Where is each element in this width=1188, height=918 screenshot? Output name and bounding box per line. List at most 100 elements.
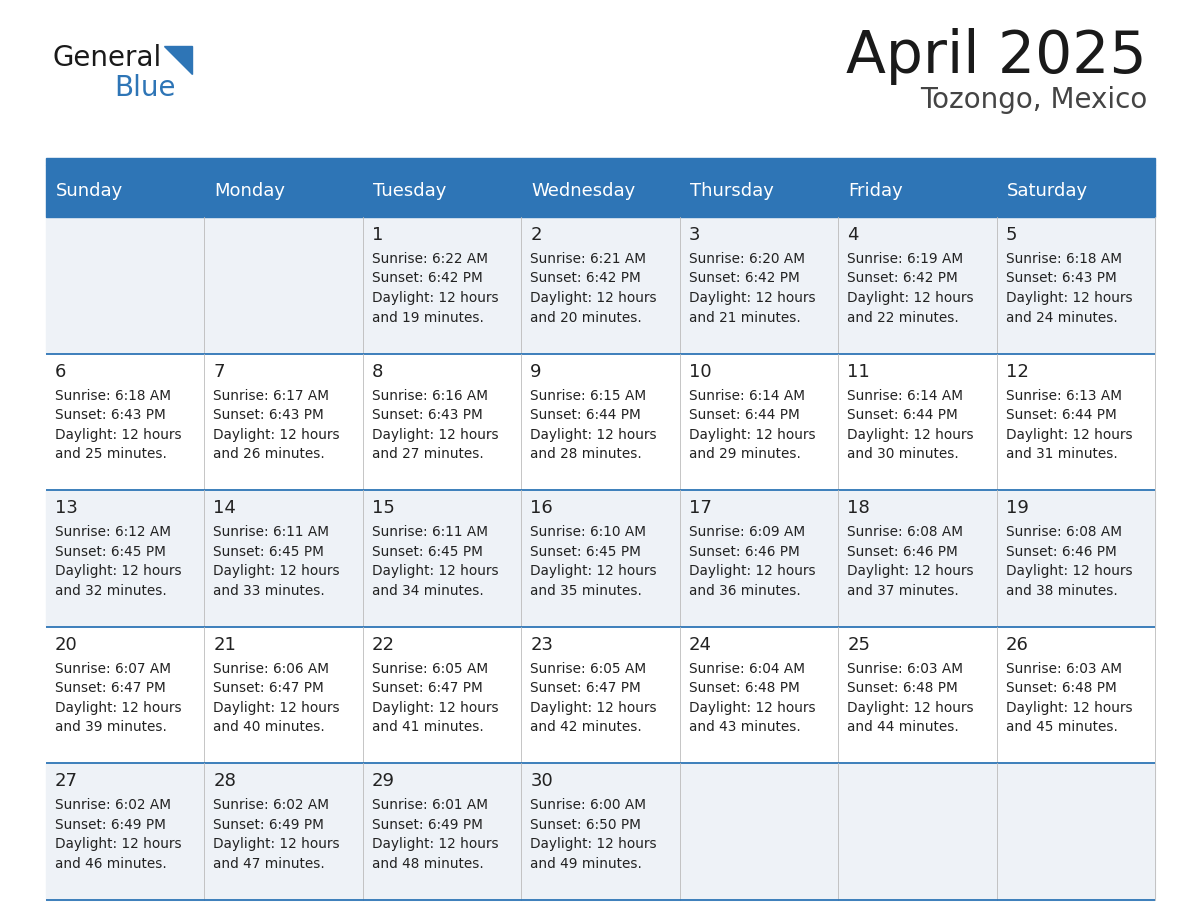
Text: Sunrise: 6:22 AM: Sunrise: 6:22 AM — [372, 252, 488, 266]
Bar — [46, 490, 1155, 627]
Text: Sunrise: 6:02 AM: Sunrise: 6:02 AM — [214, 799, 329, 812]
Text: Sunrise: 6:12 AM: Sunrise: 6:12 AM — [55, 525, 171, 539]
Text: 5: 5 — [1005, 226, 1017, 244]
Text: 28: 28 — [214, 772, 236, 790]
Text: General: General — [52, 44, 162, 72]
Text: and 43 minutes.: and 43 minutes. — [689, 721, 801, 734]
Text: Sunset: 6:42 PM: Sunset: 6:42 PM — [847, 272, 958, 285]
Text: Daylight: 12 hours: Daylight: 12 hours — [372, 700, 499, 715]
Text: Sunrise: 6:08 AM: Sunrise: 6:08 AM — [1005, 525, 1121, 539]
Bar — [46, 627, 1155, 764]
Text: Daylight: 12 hours: Daylight: 12 hours — [55, 837, 182, 851]
Text: and 41 minutes.: and 41 minutes. — [372, 721, 484, 734]
Text: 1: 1 — [372, 226, 384, 244]
Text: Sunset: 6:48 PM: Sunset: 6:48 PM — [1005, 681, 1117, 695]
Text: Sunrise: 6:20 AM: Sunrise: 6:20 AM — [689, 252, 804, 266]
Bar — [46, 158, 1155, 165]
Text: and 44 minutes.: and 44 minutes. — [847, 721, 959, 734]
Text: 11: 11 — [847, 363, 870, 381]
Text: Sunset: 6:43 PM: Sunset: 6:43 PM — [1005, 272, 1117, 285]
Text: 24: 24 — [689, 636, 712, 654]
Bar — [46, 165, 1155, 217]
Text: Sunset: 6:46 PM: Sunset: 6:46 PM — [1005, 544, 1117, 559]
Text: Daylight: 12 hours: Daylight: 12 hours — [689, 700, 815, 715]
Text: and 42 minutes.: and 42 minutes. — [530, 721, 642, 734]
Text: 13: 13 — [55, 499, 78, 517]
Text: Daylight: 12 hours: Daylight: 12 hours — [372, 565, 499, 578]
Text: Daylight: 12 hours: Daylight: 12 hours — [689, 428, 815, 442]
Text: 19: 19 — [1005, 499, 1029, 517]
Text: and 19 minutes.: and 19 minutes. — [372, 310, 484, 324]
Text: 6: 6 — [55, 363, 67, 381]
Text: and 24 minutes.: and 24 minutes. — [1005, 310, 1118, 324]
Text: Sunset: 6:42 PM: Sunset: 6:42 PM — [372, 272, 482, 285]
Text: Daylight: 12 hours: Daylight: 12 hours — [214, 700, 340, 715]
Text: Friday: Friday — [848, 182, 903, 200]
Text: Sunset: 6:44 PM: Sunset: 6:44 PM — [1005, 409, 1117, 422]
Text: Sunrise: 6:02 AM: Sunrise: 6:02 AM — [55, 799, 171, 812]
Text: 15: 15 — [372, 499, 394, 517]
Text: Daylight: 12 hours: Daylight: 12 hours — [689, 291, 815, 305]
Text: 12: 12 — [1005, 363, 1029, 381]
Text: Daylight: 12 hours: Daylight: 12 hours — [530, 700, 657, 715]
Text: Tuesday: Tuesday — [373, 182, 447, 200]
Text: 14: 14 — [214, 499, 236, 517]
Text: Sunrise: 6:16 AM: Sunrise: 6:16 AM — [372, 388, 488, 403]
Text: Sunset: 6:47 PM: Sunset: 6:47 PM — [55, 681, 166, 695]
Text: Sunrise: 6:08 AM: Sunrise: 6:08 AM — [847, 525, 963, 539]
Text: 18: 18 — [847, 499, 870, 517]
Text: 2: 2 — [530, 226, 542, 244]
Text: Sunset: 6:44 PM: Sunset: 6:44 PM — [847, 409, 958, 422]
Text: 27: 27 — [55, 772, 78, 790]
Text: 21: 21 — [214, 636, 236, 654]
Text: Tozongo, Mexico: Tozongo, Mexico — [920, 86, 1146, 114]
Text: Thursday: Thursday — [690, 182, 773, 200]
Text: Daylight: 12 hours: Daylight: 12 hours — [372, 837, 499, 851]
Text: Sunrise: 6:17 AM: Sunrise: 6:17 AM — [214, 388, 329, 403]
Text: Daylight: 12 hours: Daylight: 12 hours — [214, 837, 340, 851]
Text: Sunset: 6:45 PM: Sunset: 6:45 PM — [55, 544, 166, 559]
Text: Saturday: Saturday — [1006, 182, 1088, 200]
Text: and 30 minutes.: and 30 minutes. — [847, 447, 959, 461]
Text: Sunrise: 6:11 AM: Sunrise: 6:11 AM — [214, 525, 329, 539]
Text: and 26 minutes.: and 26 minutes. — [214, 447, 326, 461]
Text: Daylight: 12 hours: Daylight: 12 hours — [1005, 700, 1132, 715]
Text: Sunrise: 6:05 AM: Sunrise: 6:05 AM — [372, 662, 488, 676]
Text: 16: 16 — [530, 499, 554, 517]
Text: and 29 minutes.: and 29 minutes. — [689, 447, 801, 461]
Text: and 39 minutes.: and 39 minutes. — [55, 721, 166, 734]
Text: Sunset: 6:43 PM: Sunset: 6:43 PM — [214, 409, 324, 422]
Text: 25: 25 — [847, 636, 870, 654]
Polygon shape — [164, 46, 192, 74]
Text: Sunset: 6:43 PM: Sunset: 6:43 PM — [55, 409, 166, 422]
Text: 3: 3 — [689, 226, 700, 244]
Text: Sunset: 6:42 PM: Sunset: 6:42 PM — [689, 272, 800, 285]
Text: Sunrise: 6:18 AM: Sunrise: 6:18 AM — [55, 388, 171, 403]
Text: Sunrise: 6:05 AM: Sunrise: 6:05 AM — [530, 662, 646, 676]
Text: Sunrise: 6:19 AM: Sunrise: 6:19 AM — [847, 252, 963, 266]
Text: and 40 minutes.: and 40 minutes. — [214, 721, 326, 734]
Text: and 21 minutes.: and 21 minutes. — [689, 310, 801, 324]
Text: Daylight: 12 hours: Daylight: 12 hours — [847, 291, 974, 305]
Text: Sunset: 6:48 PM: Sunset: 6:48 PM — [847, 681, 958, 695]
Text: Sunrise: 6:07 AM: Sunrise: 6:07 AM — [55, 662, 171, 676]
Text: Sunset: 6:45 PM: Sunset: 6:45 PM — [530, 544, 642, 559]
Text: Daylight: 12 hours: Daylight: 12 hours — [1005, 291, 1132, 305]
Text: 29: 29 — [372, 772, 394, 790]
Text: Blue: Blue — [114, 74, 176, 102]
Text: Sunrise: 6:01 AM: Sunrise: 6:01 AM — [372, 799, 488, 812]
Text: Sunrise: 6:04 AM: Sunrise: 6:04 AM — [689, 662, 804, 676]
Text: and 45 minutes.: and 45 minutes. — [1005, 721, 1118, 734]
Text: and 48 minutes.: and 48 minutes. — [372, 856, 484, 871]
Text: Sunset: 6:46 PM: Sunset: 6:46 PM — [847, 544, 958, 559]
Text: Daylight: 12 hours: Daylight: 12 hours — [530, 837, 657, 851]
Text: Daylight: 12 hours: Daylight: 12 hours — [55, 428, 182, 442]
Text: Sunrise: 6:15 AM: Sunrise: 6:15 AM — [530, 388, 646, 403]
Text: and 47 minutes.: and 47 minutes. — [214, 856, 326, 871]
Text: Daylight: 12 hours: Daylight: 12 hours — [372, 291, 499, 305]
Text: Daylight: 12 hours: Daylight: 12 hours — [55, 565, 182, 578]
Text: 7: 7 — [214, 363, 225, 381]
Text: Sunrise: 6:13 AM: Sunrise: 6:13 AM — [1005, 388, 1121, 403]
Text: and 32 minutes.: and 32 minutes. — [55, 584, 166, 598]
Text: Sunset: 6:42 PM: Sunset: 6:42 PM — [530, 272, 642, 285]
